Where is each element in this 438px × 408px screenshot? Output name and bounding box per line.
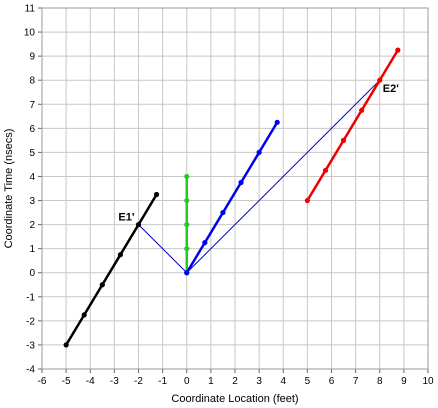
y-tick-label: 6 [29, 124, 35, 135]
data-point [274, 119, 280, 125]
data-point [135, 222, 142, 228]
x-tick-label: 5 [305, 376, 311, 387]
y-tick-label: 8 [29, 76, 35, 87]
axis-ticks: -6 -5 -4 -3 -2 -1 0 1 2 3 4 5 6 7 8 9 10 -4 -3 -2 -1 0 1 2 3 4 5 6 7… [24, 4, 434, 388]
x-tick-label: 10 [422, 376, 434, 387]
data-point [184, 197, 190, 204]
series [304, 47, 401, 204]
y-tick-label: 4 [29, 172, 35, 183]
x-tick-label: 9 [401, 376, 407, 387]
y-tick-label: -2 [26, 316, 35, 327]
data-point [184, 246, 190, 252]
y-tick-label: 11 [25, 4, 36, 15]
y-tick-label: 3 [29, 196, 35, 207]
data-point [184, 222, 190, 228]
x-tick-label: 2 [232, 376, 238, 387]
grid [41, 7, 429, 370]
x-tick-label: 7 [353, 376, 359, 387]
x-tick-label: 8 [377, 376, 383, 387]
series [63, 191, 160, 348]
data-point [184, 270, 190, 276]
x-tick-label: -2 [134, 376, 143, 387]
annotations: E1' E2' [118, 83, 399, 223]
data-point [63, 342, 69, 348]
y-tick-label: 2 [29, 220, 35, 231]
x-tick-label: -3 [110, 376, 119, 387]
data-point [220, 209, 226, 216]
data-point [184, 173, 190, 180]
x-tick-label: -6 [38, 376, 47, 387]
series-line [185, 121, 279, 274]
data-point [81, 312, 87, 318]
x-tick-label: 0 [184, 376, 190, 387]
y-tick-label: 0 [29, 268, 35, 279]
series-line [64, 193, 158, 347]
x-axis-label: Coordinate Location (feet) [171, 393, 298, 405]
data-point [153, 191, 160, 198]
annotation-label: E1' [118, 212, 134, 224]
y-tick-label: 5 [29, 148, 35, 159]
data-point [99, 282, 105, 288]
plot-frame [41, 7, 429, 370]
annotation-label: E2' [383, 83, 399, 95]
y-tick-label: 9 [29, 52, 35, 63]
data-point [117, 252, 124, 258]
x-tick-label: -1 [158, 376, 167, 387]
data-point [340, 137, 347, 143]
data-point [377, 77, 383, 83]
connector-lines [138, 79, 381, 274]
data-point [256, 149, 262, 155]
y-tick-label: 7 [29, 100, 35, 111]
data-point [238, 179, 244, 186]
x-tick-label: 3 [256, 376, 262, 387]
data-point [202, 240, 208, 246]
x-tick-label: -4 [86, 376, 95, 387]
data-point [395, 47, 401, 53]
data-point [304, 197, 310, 204]
y-tick-label: -3 [26, 340, 35, 351]
data-point [359, 107, 365, 113]
x-tick-label: -5 [62, 376, 71, 387]
y-tick-label: 10 [24, 28, 36, 39]
series-group [63, 47, 401, 348]
x-tick-label: 6 [329, 376, 335, 387]
data-point [322, 167, 329, 174]
connector-line [186, 79, 381, 274]
y-tick-label: -1 [26, 292, 35, 303]
x-tick-label: 1 [208, 376, 214, 387]
series-line [306, 48, 400, 202]
y-tick-label: 1 [29, 244, 35, 255]
y-tick-label: -4 [26, 365, 35, 376]
x-tick-label: 4 [280, 376, 286, 387]
connector-line [138, 224, 188, 274]
series [184, 119, 280, 276]
y-axis-label: Coordinate Time (nsecs) [3, 129, 15, 249]
